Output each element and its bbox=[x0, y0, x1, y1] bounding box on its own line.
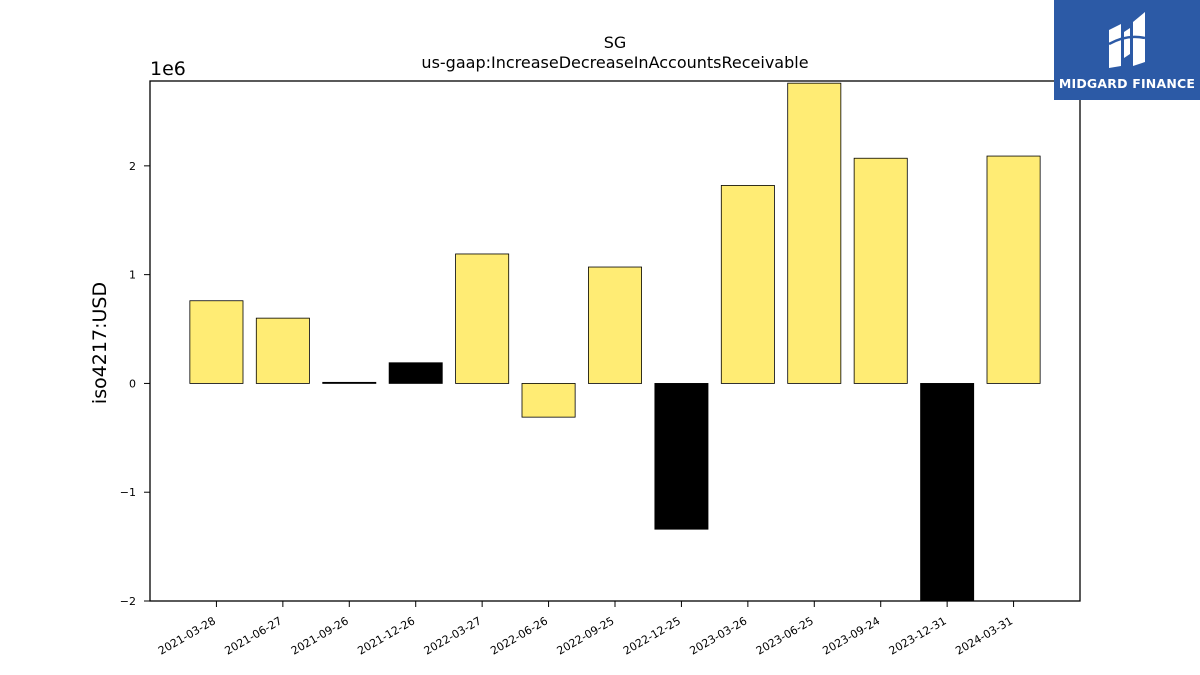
y-tick-label: −2 bbox=[120, 595, 136, 608]
x-tick-label: 2022-06-26 bbox=[488, 614, 550, 657]
y-tick-label: −1 bbox=[120, 486, 136, 499]
chart-title: SG bbox=[604, 33, 627, 52]
x-tick-label: 2022-09-25 bbox=[555, 614, 617, 657]
x-tick-label: 2024-03-31 bbox=[953, 614, 1015, 657]
x-tick-label: 2021-06-27 bbox=[222, 614, 284, 657]
x-tick-label: 2021-09-26 bbox=[289, 614, 351, 657]
midgard-logo-icon bbox=[1103, 8, 1151, 74]
bar-2022-03-27 bbox=[455, 253, 510, 384]
x-tick-label: 2023-03-26 bbox=[687, 614, 749, 657]
midgard-finance-logo: MIDGARD FINANCE bbox=[1054, 0, 1200, 100]
bar-2022-12-25 bbox=[654, 383, 709, 530]
bar-2021-06-27 bbox=[255, 317, 310, 384]
bar-2023-09-24 bbox=[853, 157, 908, 384]
x-tick-label: 2023-09-24 bbox=[820, 614, 882, 657]
y-offset-text: 1e6 bbox=[150, 58, 186, 80]
plot-frame bbox=[149, 80, 1081, 602]
bar-2023-12-31 bbox=[920, 383, 975, 602]
bar-2021-12-26 bbox=[388, 362, 443, 384]
x-tick-label: 2021-12-26 bbox=[355, 614, 417, 657]
bar-2023-03-26 bbox=[720, 185, 775, 384]
logo-text: MIDGARD FINANCE bbox=[1058, 76, 1196, 91]
bar-2022-09-25 bbox=[588, 266, 642, 384]
x-tick-label: 2022-03-27 bbox=[422, 614, 484, 657]
bar-2021-03-28 bbox=[189, 300, 244, 384]
y-tick-label: 0 bbox=[129, 377, 136, 390]
x-tick-label: 2023-06-25 bbox=[754, 614, 816, 657]
x-tick-label: 2021-03-28 bbox=[156, 614, 218, 657]
bar-2024-03-31 bbox=[986, 155, 1041, 384]
bar-2022-06-26 bbox=[521, 383, 576, 418]
bar-2023-06-25 bbox=[787, 82, 842, 384]
x-tick-label: 2022-12-25 bbox=[621, 614, 683, 657]
bar-2021-09-26 bbox=[322, 381, 377, 384]
chart-subtitle: us-gaap:IncreaseDecreaseInAccountsReceiv… bbox=[421, 53, 808, 72]
y-tick-label: 2 bbox=[129, 160, 136, 173]
y-tick-label: 1 bbox=[129, 269, 136, 282]
x-tick-label: 2023-12-31 bbox=[887, 614, 949, 657]
y-axis-label: iso4217:USD bbox=[89, 282, 111, 404]
